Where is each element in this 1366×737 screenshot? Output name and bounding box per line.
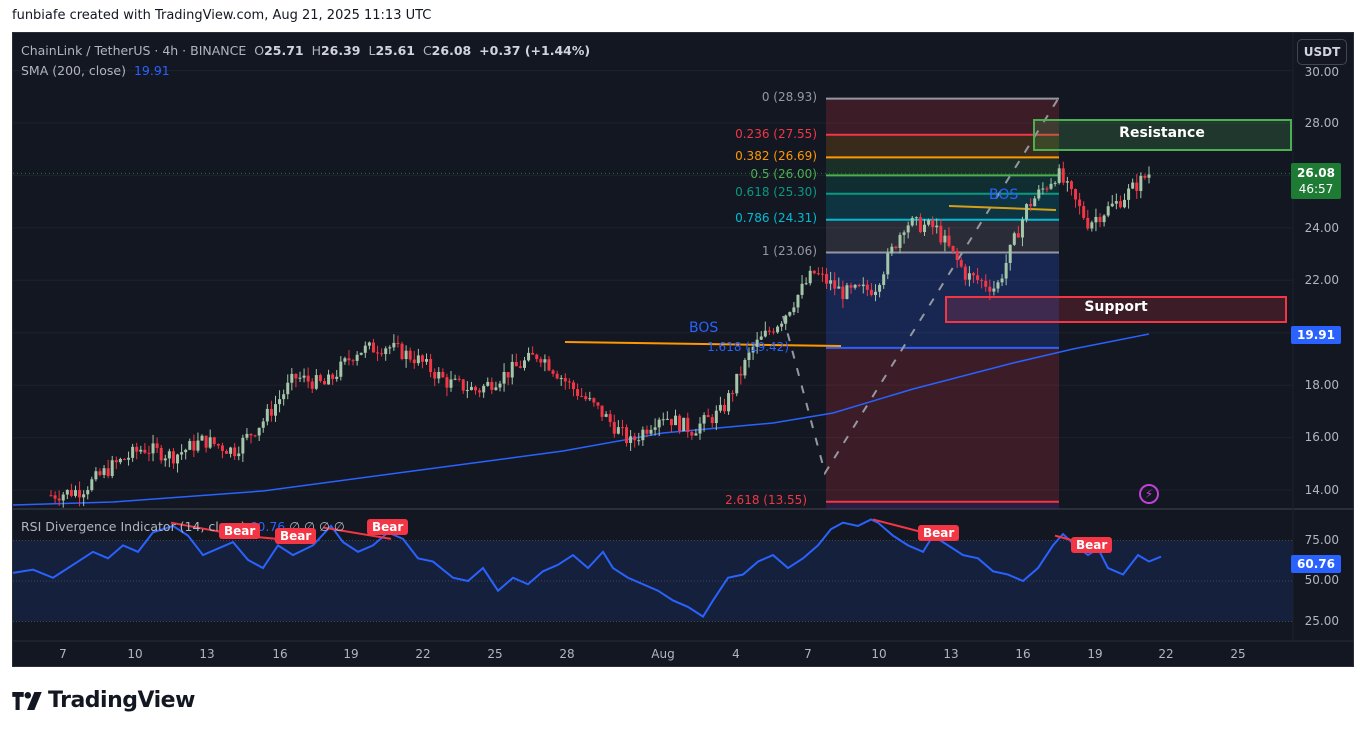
price-tick: 18.00: [1304, 378, 1339, 392]
fib-label: 0.5 (26.00): [750, 167, 817, 181]
price-plot[interactable]: [13, 33, 1354, 667]
fib-label: 1 (23.06): [761, 244, 817, 258]
rsi-tick: 25.00: [1304, 614, 1339, 628]
fib-label: 0.618 (25.30): [735, 185, 817, 199]
time-tick: 28: [559, 647, 575, 661]
time-tick: 19: [343, 647, 359, 661]
time-tick: 22: [415, 647, 431, 661]
fib-label: 2.618 (13.55): [725, 493, 807, 507]
tradingview-logo[interactable]: TradingView: [12, 688, 195, 713]
time-tick: 10: [871, 647, 887, 661]
time-tick: 4: [732, 647, 740, 661]
chart-caption: funbiafe created with TradingView.com, A…: [12, 8, 432, 23]
time-tick: 10: [127, 647, 143, 661]
bear-divergence-label: Bear: [367, 519, 409, 535]
fib-label: 0 (28.93): [761, 90, 817, 104]
tradingview-brand: TradingView: [48, 688, 195, 713]
time-tick: 7: [59, 647, 67, 661]
tradingview-logo-icon: [12, 691, 42, 710]
bos-label: BOS: [989, 187, 1019, 203]
fib-label: 0.786 (24.31): [735, 211, 817, 225]
close-value: 26.08: [431, 43, 472, 58]
current-price-badge: 26.08 46:57: [1291, 163, 1341, 199]
time-tick: 25: [487, 647, 503, 661]
chart-legend: ChainLink / TetherUS · 4h · BINANCE O25.…: [21, 43, 591, 78]
lightning-icon[interactable]: ⚡: [1139, 484, 1159, 504]
support-label: Support: [1084, 299, 1148, 315]
rsi-tick: 50.00: [1304, 573, 1339, 587]
bar-countdown: 46:57: [1298, 182, 1334, 196]
sma-label[interactable]: SMA (200, close): [21, 63, 126, 78]
price-tick: 14.00: [1304, 483, 1339, 497]
price-tick: 24.00: [1304, 221, 1339, 235]
bear-divergence-label: Bear: [1071, 537, 1113, 553]
rsi-label[interactable]: RSI Divergence Indicator (14, close): [21, 519, 246, 534]
bos-label: BOS: [689, 320, 719, 336]
rsi-legend: RSI Divergence Indicator (14, close) 60.…: [21, 519, 345, 534]
price-tick: 22.00: [1304, 273, 1339, 287]
time-tick: 13: [199, 647, 215, 661]
currency-button[interactable]: USDT: [1297, 39, 1347, 65]
resistance-label: Resistance: [1119, 125, 1205, 141]
time-tick: Aug: [651, 647, 675, 661]
sma-price-badge: 19.91: [1291, 326, 1341, 344]
fib-label: 0.382 (26.69): [735, 149, 817, 163]
bear-divergence-label: Bear: [219, 523, 261, 539]
time-tick: 7: [804, 647, 812, 661]
time-tick: 16: [1015, 647, 1031, 661]
time-tick: 19: [1087, 647, 1103, 661]
time-tick: 22: [1158, 647, 1174, 661]
rsi-value-badge: 60.76: [1291, 555, 1341, 573]
rsi-tick: 75.00: [1304, 533, 1339, 547]
fib-label: 0.236 (27.55): [735, 127, 817, 141]
sma-value: 19.91: [133, 63, 170, 78]
fib-label: 1.618 (19.42): [707, 340, 789, 354]
time-tick: 25: [1230, 647, 1246, 661]
change-value: +0.37 (+1.44%): [479, 43, 591, 58]
symbol-title[interactable]: ChainLink / TetherUS · 4h · BINANCE: [21, 43, 247, 58]
low-value: 25.61: [375, 43, 415, 58]
price-tick: 16.00: [1304, 430, 1339, 444]
bear-divergence-label: Bear: [275, 528, 317, 544]
price-tick: 30.00: [1304, 65, 1339, 79]
price-tick: 28.00: [1304, 116, 1339, 130]
chart-frame[interactable]: ChainLink / TetherUS · 4h · BINANCE O25.…: [12, 32, 1354, 667]
open-value: 25.71: [264, 43, 304, 58]
time-tick: 13: [943, 647, 959, 661]
bear-divergence-label: Bear: [918, 525, 960, 541]
time-tick: 16: [272, 647, 288, 661]
high-value: 26.39: [320, 43, 361, 58]
